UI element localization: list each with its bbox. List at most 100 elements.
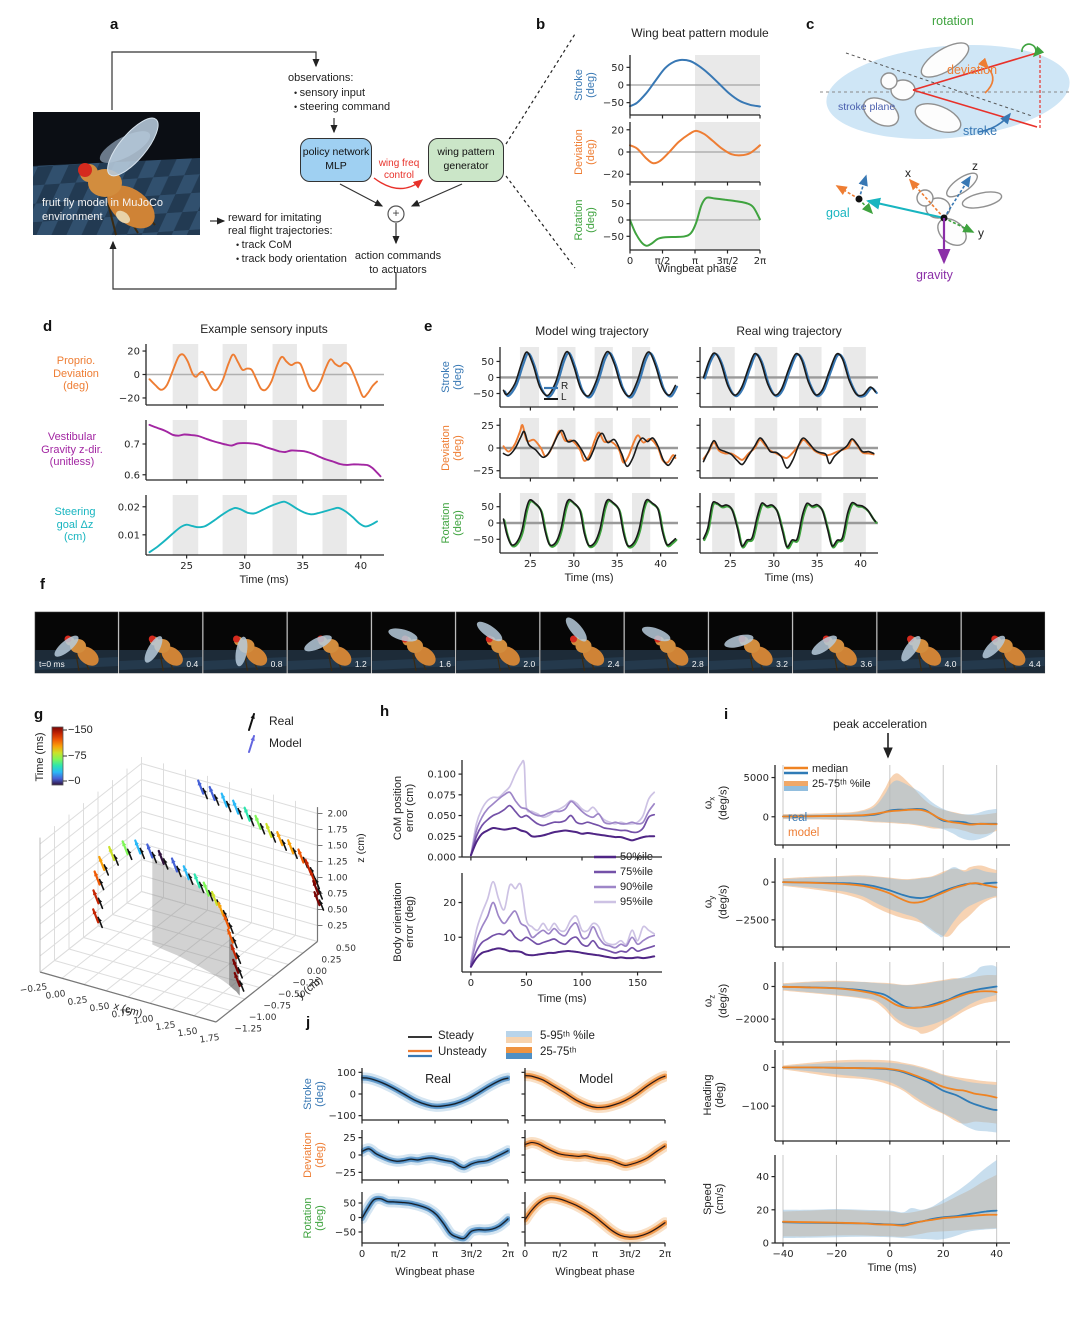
- g-cbtick--0: −0: [68, 775, 81, 787]
- h-legend-75: 75%ile: [620, 866, 654, 878]
- svg-text:50: 50: [343, 1199, 356, 1210]
- film-frame: [203, 611, 287, 674]
- wpg-box-line1: wing pattern: [437, 146, 495, 159]
- frame-time-label: 1.2: [354, 659, 367, 669]
- svg-text:30: 30: [567, 559, 580, 570]
- panel-g-3d: −0.250.00 0.25 0.50 0.75 1.00 1.25 1.50 1.750.5…: [19, 713, 356, 1046]
- svg-text:2π: 2π: [659, 1249, 671, 1260]
- plot-e-real-deviation: [696, 418, 878, 482]
- svg-text:35: 35: [811, 559, 824, 570]
- i-legend-real: real: [788, 812, 808, 824]
- svg-text:40: 40: [756, 1172, 769, 1183]
- plot-e-real-stroke: [696, 347, 878, 411]
- frame-time-label: 0.8: [270, 659, 283, 669]
- h-legend-95: 95%ile: [620, 896, 654, 908]
- sum-node: +: [392, 206, 400, 221]
- film-frame: [34, 611, 119, 674]
- j-legend-band2: 25-75ᵗʰ: [540, 1046, 577, 1058]
- j-row-label-deviation: Deviation (deg): [301, 1132, 326, 1178]
- svg-text:35: 35: [611, 559, 624, 570]
- i-ylabel-omega-x: ωx (deg/s): [702, 785, 730, 821]
- svg-text:−25: −25: [335, 1168, 356, 1179]
- svg-text:0: 0: [522, 1249, 528, 1260]
- policy-box-line2: MLP: [325, 160, 347, 172]
- j-legend-unsteady: Unsteady: [438, 1046, 487, 1058]
- svg-text:−0.75: −0.75: [263, 1001, 291, 1011]
- legend-glyphs: [408, 386, 893, 1059]
- svg-text:0.50: 0.50: [328, 906, 348, 916]
- svg-text:2π: 2π: [754, 256, 766, 267]
- frame-time-label: 4.0: [944, 659, 957, 669]
- svg-text:20: 20: [611, 125, 624, 136]
- i-legend-band: 25-75ᵗʰ %ile: [812, 778, 871, 790]
- svg-text:0: 0: [763, 1239, 769, 1250]
- svg-text:0.050: 0.050: [427, 811, 456, 822]
- plot-d-vestibular: 0.7 0.6: [124, 420, 384, 484]
- svg-text:π: π: [592, 1249, 598, 1260]
- plot-j-model-stroke: [521, 1068, 667, 1124]
- e-xlabel-model: Time (ms): [564, 572, 614, 584]
- svg-text:0.75: 0.75: [328, 890, 348, 900]
- panel-c-drawing: [820, 42, 1072, 265]
- e-legend-L: L: [561, 392, 567, 403]
- svg-text:−1.25: −1.25: [234, 1024, 262, 1034]
- d-xlabel: Time (ms): [239, 574, 289, 586]
- svg-text:0: 0: [763, 878, 769, 889]
- frame-time-label: t=0 ms: [39, 659, 65, 669]
- frame-time-label: 0.4: [186, 659, 199, 669]
- frame-time-label: 4.4: [1028, 659, 1041, 669]
- plot-i-omega-z: 0 −2000: [735, 962, 1010, 1046]
- film-frame: [540, 611, 624, 674]
- svg-text:0.6: 0.6: [124, 470, 140, 481]
- frame-time-label: 2.8: [691, 659, 704, 669]
- i-legend-median: median: [812, 763, 849, 775]
- panel-f-label: f: [40, 576, 45, 593]
- e-legend-R: R: [561, 381, 569, 392]
- axis-x-label: x: [905, 166, 911, 180]
- svg-text:25: 25: [180, 561, 193, 572]
- film-frame: [961, 611, 1046, 674]
- film-frame: [877, 611, 961, 674]
- svg-text:0: 0: [618, 81, 624, 92]
- svg-text:−40: −40: [772, 1249, 793, 1260]
- svg-text:−2500: −2500: [735, 915, 769, 926]
- plot-i-omega-y: 0 −2500: [735, 858, 1010, 951]
- b-row-label-deviation: Deviation (deg): [572, 129, 597, 175]
- svg-text:π/2: π/2: [391, 1249, 407, 1260]
- e-title-model: Model wing trajectory: [535, 324, 649, 338]
- svg-text:0: 0: [134, 370, 140, 381]
- observation-item: steering command: [294, 101, 391, 113]
- e-xlabel-real: Time (ms): [764, 572, 814, 584]
- panel-d-title: Example sensory inputs: [200, 322, 328, 336]
- plot-j-model-rotation: 0 π/2 π 3π/2 2π: [521, 1192, 671, 1260]
- panel-g-label: g: [34, 706, 44, 723]
- panel-i-label: i: [724, 706, 729, 723]
- g-legend-model: Model: [269, 736, 302, 750]
- g-cbtick--75: −75: [68, 750, 87, 762]
- svg-text:35: 35: [296, 561, 309, 572]
- panel-h-label: h: [380, 703, 390, 720]
- rotation-label: rotation: [932, 14, 974, 28]
- svg-text:3π/2: 3π/2: [619, 1249, 641, 1260]
- i-xlabel: Time (ms): [867, 1262, 917, 1274]
- panel-f-strip: [34, 611, 1046, 674]
- svg-text:−1.00: −1.00: [249, 1013, 277, 1023]
- frame-time-label: 3.2: [776, 659, 788, 669]
- svg-text:0: 0: [627, 256, 633, 267]
- frame-time-label: 2.0: [523, 659, 536, 669]
- plot-j-model-deviation: [521, 1130, 667, 1184]
- axis-y-label: y: [978, 226, 984, 240]
- svg-text:−50: −50: [473, 389, 494, 400]
- svg-text:0.02: 0.02: [118, 502, 140, 513]
- i-ylabel-omega-y: ωy (deg/s): [702, 884, 730, 920]
- svg-text:0.00: 0.00: [45, 989, 67, 1002]
- svg-text:25: 25: [724, 559, 737, 570]
- panel-b-label: b: [536, 16, 546, 33]
- svg-text:1.25: 1.25: [328, 858, 348, 868]
- plot-i-heading: 0 −100: [742, 1050, 1010, 1145]
- plot-e-model-rotation: 50 0 −50 25 30 35 40: [473, 493, 678, 570]
- svg-text:0: 0: [618, 216, 624, 227]
- e-row-label-rotation: Rotation (deg): [439, 502, 464, 544]
